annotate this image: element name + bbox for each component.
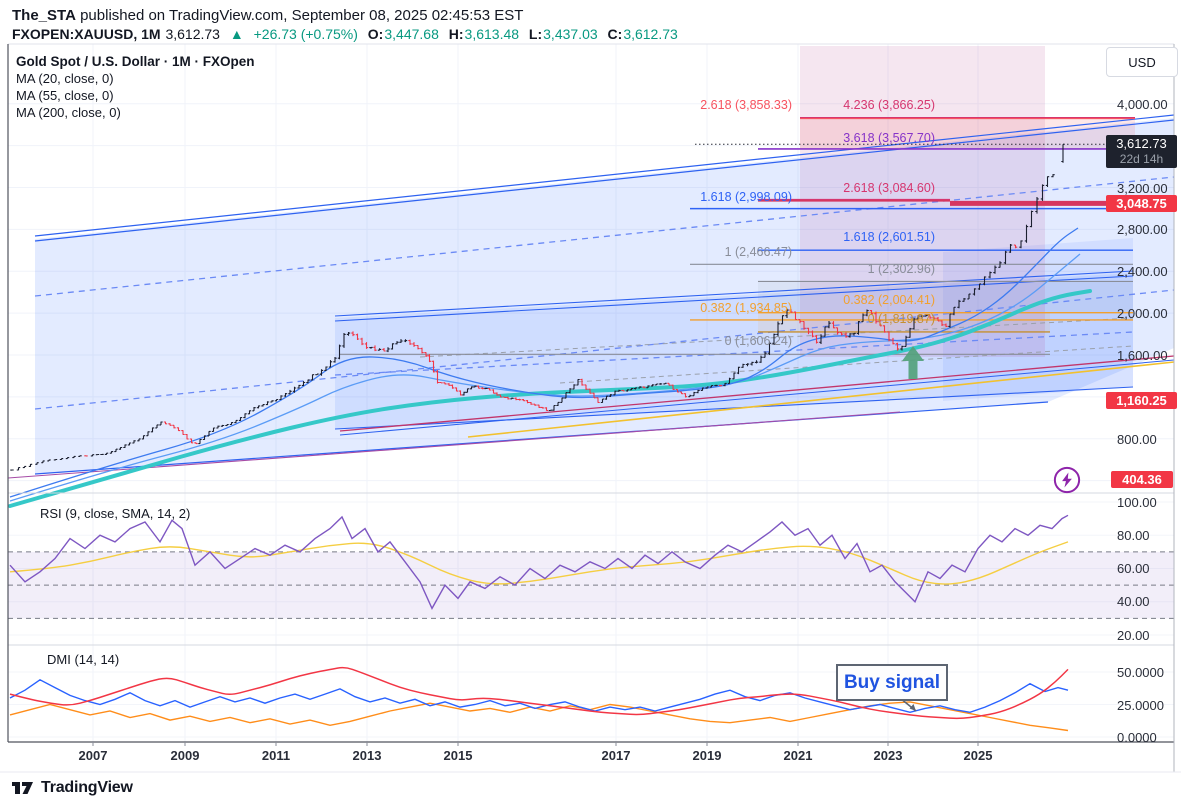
legend-ma20[interactable]: MA (20, close, 0) xyxy=(16,71,114,86)
tradingview-glyph-icon xyxy=(12,782,33,794)
rsi-tick: 20.00 xyxy=(1117,628,1150,643)
close-key: C: xyxy=(607,26,623,42)
currency-button[interactable]: USD xyxy=(1106,47,1178,77)
price-tick: 2,800.00 xyxy=(1117,222,1168,237)
price-change: +26.73 (+0.75%) xyxy=(253,26,358,42)
publish-byline: The_STA published on TradingView.com, Se… xyxy=(12,7,523,24)
time-tick: 2009 xyxy=(170,748,200,763)
price-level-badge: 404.36 xyxy=(1111,471,1173,488)
fib-label: 2.618 (3,858.33) xyxy=(700,98,792,112)
fib-label: 0 (1,819.87) xyxy=(867,312,935,326)
rsi-pane-label[interactable]: RSI (9, close, SMA, 14, 2) xyxy=(40,506,191,521)
fib-label: 1.618 (2,601.51) xyxy=(843,230,935,244)
bar-countdown: 22d 14h xyxy=(1119,152,1164,166)
time-tick: 2015 xyxy=(443,748,473,763)
time-tick: 2019 xyxy=(692,748,722,763)
high-key: H: xyxy=(448,26,464,42)
low-key: L: xyxy=(528,26,543,42)
fib-label: 2.618 (3,084.60) xyxy=(843,181,935,195)
chart-legend-title[interactable]: Gold Spot / U.S. Dollar · 1M · FXOpen xyxy=(16,54,255,69)
lightning-icon[interactable] xyxy=(1053,466,1081,494)
fib-label: 0 (1,606.24) xyxy=(724,334,792,348)
rsi-tick: 100.00 xyxy=(1117,495,1157,510)
rsi-tick: 60.00 xyxy=(1117,561,1150,576)
fib-label: 0.382 (1,934.85) xyxy=(700,301,792,315)
time-tick: 2021 xyxy=(783,748,813,763)
time-tick: 2025 xyxy=(963,748,993,763)
dmi-tick: 50.0000 xyxy=(1117,665,1164,680)
low-value: 3,437.03 xyxy=(543,26,598,42)
price-level-badge: 3,048.75 xyxy=(1106,195,1177,212)
time-tick: 2007 xyxy=(78,748,108,763)
dmi-tick: 25.0000 xyxy=(1117,698,1164,713)
legend-ma55[interactable]: MA (55, close, 0) xyxy=(16,88,114,103)
price-tick: 2,000.00 xyxy=(1117,306,1168,321)
time-tick: 2023 xyxy=(873,748,903,763)
author-name: The_STA xyxy=(12,7,76,24)
last-price-badge: 3,612.73 22d 14h xyxy=(1106,135,1177,168)
tradingview-logo-text: TradingView xyxy=(41,779,133,796)
open-key: O: xyxy=(367,26,384,42)
time-tick: 2017 xyxy=(601,748,631,763)
price-tick: 1,600.00 xyxy=(1117,348,1168,363)
price-tick: 3,200.00 xyxy=(1117,181,1168,196)
rsi-tick: 80.00 xyxy=(1117,528,1150,543)
last-price: 3,612.73 xyxy=(165,26,220,42)
symbol-ohlc-row: FXOPEN:XAUUSD, 1M 3,612.73 ▲ +26.73 (+0.… xyxy=(12,26,684,42)
symbol-name: FXOPEN:XAUUSD, 1M xyxy=(12,26,161,42)
fib-label: 3.618 (3,567.70) xyxy=(843,131,935,145)
fib-label: 4.236 (3,866.25) xyxy=(843,98,935,112)
fib-label: 0.382 (2,004.41) xyxy=(843,293,935,307)
tradingview-logo[interactable]: TradingView xyxy=(12,779,133,797)
legend-ma200[interactable]: MA (200, close, 0) xyxy=(16,105,121,120)
price-tick: 2,400.00 xyxy=(1117,264,1168,279)
close-value: 3,612.73 xyxy=(623,26,678,42)
high-value: 3,613.48 xyxy=(464,26,520,42)
fib-label: 1 (2,466.47) xyxy=(724,245,792,259)
buy-signal-callout[interactable]: Buy signal xyxy=(836,664,948,701)
time-tick: 2013 xyxy=(352,748,382,763)
time-tick: 2011 xyxy=(261,748,291,763)
publish-info: published on TradingView.com, September … xyxy=(80,7,524,24)
dmi-tick: 0.0000 xyxy=(1117,730,1157,745)
dmi-pane-label[interactable]: DMI (14, 14) xyxy=(47,652,120,667)
price-tick: 800.00 xyxy=(1117,432,1157,447)
last-price-badge-value: 3,612.73 xyxy=(1116,136,1167,151)
price-tick: 4,000.00 xyxy=(1117,97,1168,112)
open-value: 3,447.68 xyxy=(384,26,439,42)
fib-label: 1 (2,302.96) xyxy=(867,262,935,276)
rsi-tick: 40.00 xyxy=(1117,594,1150,609)
price-level-badge: 1,160.25 xyxy=(1106,392,1177,409)
up-arrow-icon: ▲ xyxy=(229,26,244,42)
fib-label: 1.618 (2,998.09) xyxy=(700,190,792,204)
